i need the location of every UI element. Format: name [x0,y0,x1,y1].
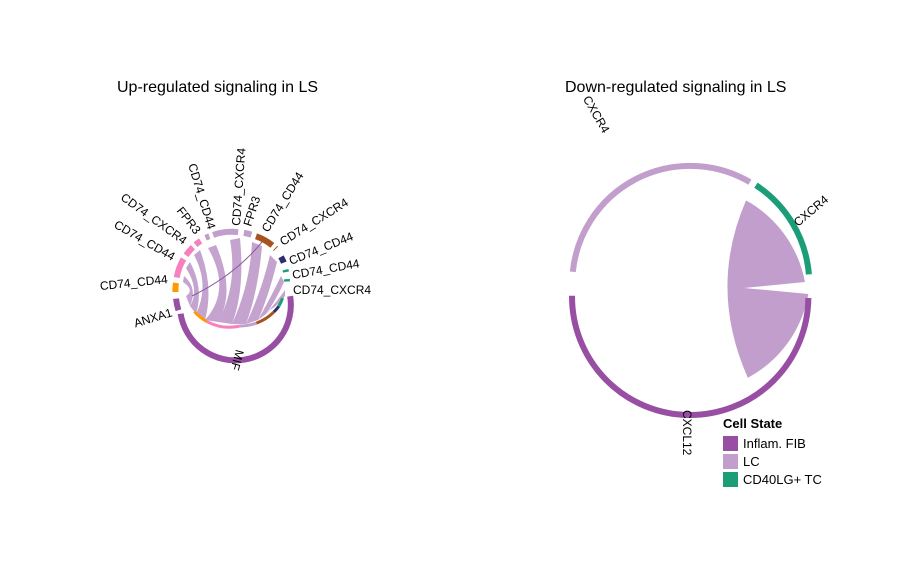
inner-arc [193,310,208,323]
legend-label: Inflam. FIB [743,435,806,451]
sector-arc-FPR3-pink [193,238,203,247]
sector-arc-FPR3-lc [243,229,253,238]
sector-arc-CXCR4-tc [754,182,812,275]
chord-link [205,245,227,322]
chord-link [194,250,209,320]
sector-label: ANXA1 [132,305,174,330]
sector-arc-CD74_CXCR4-lc [212,228,239,238]
chord-link [186,262,199,314]
legend-swatch [723,453,738,469]
sector-arc-MIF [177,295,294,364]
chord-link [218,238,242,324]
chord-link-cxcl12-cxcr4 [727,200,809,378]
sector-arc-CD74_CD44-brown [254,233,275,248]
legend-item: Inflam. FIB [723,434,822,452]
left-chart-title: Up-regulated signaling in LS [117,79,319,96]
inner-arc [206,320,241,329]
sector-arc-ANXA1 [173,298,182,312]
chord-link [246,255,277,324]
left-chord-links [183,238,285,324]
sector-arc-CD74_CD44-orange [172,282,179,293]
sector-label: CD74_CXCR4 [293,283,371,297]
chord-link [258,276,284,320]
inner-arc [272,305,281,314]
chord-link [191,241,263,297]
sector-arc-CD74_CXCR4-brown [273,245,279,251]
sector-label-CXCR4-tc: CXCR4 [791,192,831,229]
legend: Cell State Inflam. FIB LC CD40LG+ TC [723,416,822,488]
sector-arc-CD74_CD44-lc [204,233,211,241]
inner-arc [239,321,257,328]
legend-label: LC [743,453,760,469]
inner-arc [255,310,276,325]
sector-label: CD74_CD44 [99,272,168,293]
sector-arc-CXCR4-lc [569,162,752,273]
sector-label: MIF [228,348,247,372]
legend-label: CD40LG+ TC [743,471,822,487]
inner-arc [277,297,284,307]
left-chord-sectors [172,228,294,364]
sector-label: CD74_CXCR4 [229,147,248,226]
sector-arc-CD74_CD44-navy [278,255,287,264]
legend-item: LC [723,452,822,470]
sector-arc-CD74_CD44-green [282,268,289,273]
sector-arc-CD74_CD44-pink [173,257,187,279]
legend-swatch [723,471,738,487]
chord-link [232,242,262,324]
legend-title: Cell State [723,416,783,431]
chord-link [183,276,193,306]
sector-arc-CXCL12 [569,295,812,418]
left-chord-inner-ring [193,297,284,329]
right-chart-title: Down-regulated signaling in LS [565,79,787,96]
down-regulated-chord-diagram: CXCR4 CXCR4 CXCL12 [569,93,831,456]
legend-swatch [723,435,738,451]
sector-label-CXCR4-lc: CXCR4 [580,93,613,136]
sector-arc-CD74_CXCR4-pink [183,245,196,258]
sector-label-CXCL12: CXCL12 [680,410,694,456]
legend-item: CD40LG+ TC [723,470,822,488]
